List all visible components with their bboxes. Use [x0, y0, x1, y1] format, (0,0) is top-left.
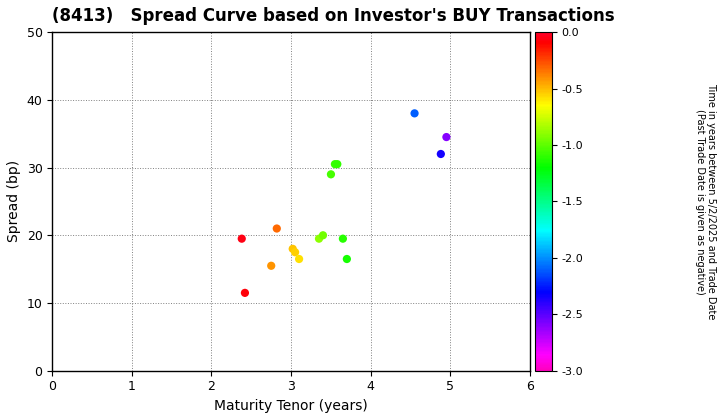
Point — [325, 171, 337, 178]
Point — [287, 245, 299, 252]
Point — [441, 134, 452, 140]
Point — [409, 110, 420, 117]
Point — [318, 232, 329, 239]
Point — [331, 161, 343, 168]
Point — [435, 151, 446, 158]
Point — [341, 256, 353, 262]
Point — [266, 262, 277, 269]
X-axis label: Maturity Tenor (years): Maturity Tenor (years) — [215, 399, 368, 413]
Point — [289, 249, 301, 256]
Y-axis label: Spread (bp): Spread (bp) — [7, 160, 21, 242]
Text: (8413)   Spread Curve based on Investor's BUY Transactions: (8413) Spread Curve based on Investor's … — [53, 7, 615, 25]
Point — [293, 256, 305, 262]
Point — [236, 235, 248, 242]
Y-axis label: Time in years between 5/2/2025 and Trade Date
(Past Trade Date is given as negat: Time in years between 5/2/2025 and Trade… — [695, 83, 716, 320]
Point — [313, 235, 325, 242]
Point — [239, 289, 251, 296]
Point — [271, 225, 282, 232]
Point — [337, 235, 348, 242]
Point — [329, 161, 341, 168]
